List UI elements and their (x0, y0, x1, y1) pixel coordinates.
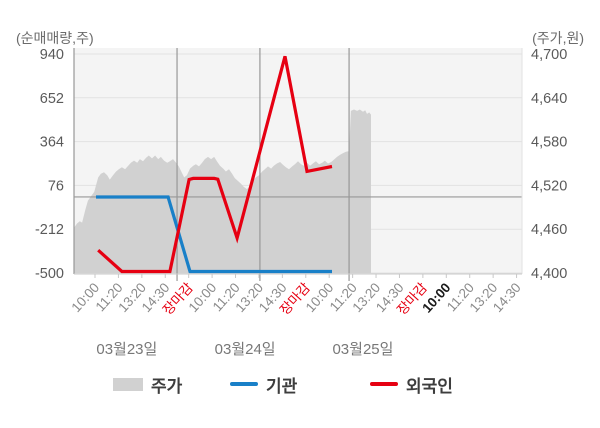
legend-item-foreigner: 외국인 (370, 373, 453, 396)
legend-item-price: 주가 (113, 373, 183, 396)
left-axis-tick-label: 76 (48, 178, 64, 194)
right-axis-tick-label: 4,460 (531, 222, 567, 238)
date-label: 03월25일 (332, 341, 393, 358)
date-label: 03월24일 (215, 341, 276, 358)
right-axis-tick-label: 4,520 (531, 178, 567, 194)
price-area-swatch (113, 377, 143, 391)
legend-label-institution: 기관 (266, 376, 298, 396)
right-axis-title: (주가,원) (532, 30, 584, 46)
right-axis-tick-label: 4,640 (531, 91, 567, 107)
left-axis-tick-label: -212 (35, 222, 64, 238)
left-axis-tick-label: -500 (35, 266, 64, 282)
legend-item-institution: 기관 (230, 373, 298, 396)
legend-label-price: 주가 (151, 376, 183, 396)
legend-label-foreigner: 외국인 (406, 376, 453, 396)
foreigner-line (97, 55, 333, 274)
left-axis-tick-label: 652 (40, 91, 64, 107)
right-axis-tick-label: 4,700 (531, 47, 567, 63)
foreigner-line-swatch (370, 382, 398, 386)
left-axis-tick-label: 940 (40, 47, 64, 63)
left-axis-title: (순매매량,주) (16, 30, 94, 46)
right-axis-tick-label: 4,400 (531, 266, 567, 282)
x-axis-label: 10:00 (68, 280, 102, 315)
legend: 주가 기관 외국인 (0, 373, 600, 399)
left-axis-tick-label: 364 (40, 135, 64, 151)
x-axis-label: 10:00 (303, 280, 337, 315)
right-axis-tick-label: 4,580 (531, 135, 567, 151)
x-axis-label: 14:30 (490, 280, 524, 315)
institution-line-swatch (230, 382, 258, 386)
date-label: 03월23일 (96, 341, 157, 358)
x-axis-label: 10:00 (186, 280, 220, 315)
